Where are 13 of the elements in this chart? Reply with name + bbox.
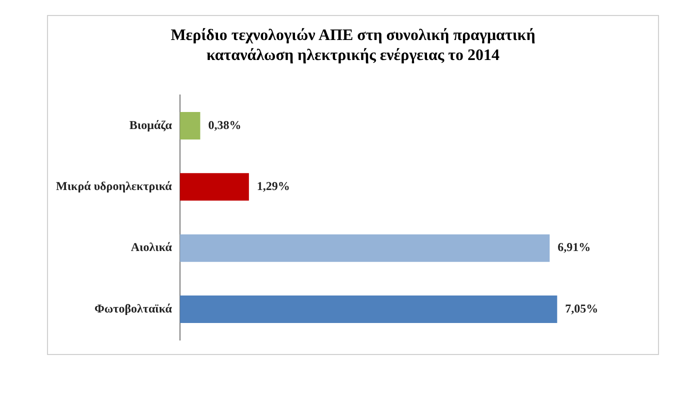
bar	[180, 112, 200, 140]
chart-title: Μερίδιο τεχνολογιών ΑΠΕ στη συνολική πραγματική κατανάλωση ηλεκτρικής ενέργειας το 2014	[170, 26, 536, 66]
data-label: 0,38%	[208, 118, 242, 132]
data-label: 7,05%	[565, 301, 598, 316]
y-tick-label: Μικρά υδροηλεκτρικά	[56, 179, 172, 194]
bar	[180, 295, 558, 323]
data-label: 6,91%	[558, 240, 591, 254]
bar	[180, 234, 550, 262]
y-tick-label: Αιολικά	[130, 240, 172, 254]
y-tick-label: Βιομάζα	[129, 118, 172, 132]
data-label: 1,29%	[256, 179, 290, 194]
bar	[180, 173, 249, 201]
y-tick-label: Φωτοβολταϊκά	[94, 301, 172, 316]
